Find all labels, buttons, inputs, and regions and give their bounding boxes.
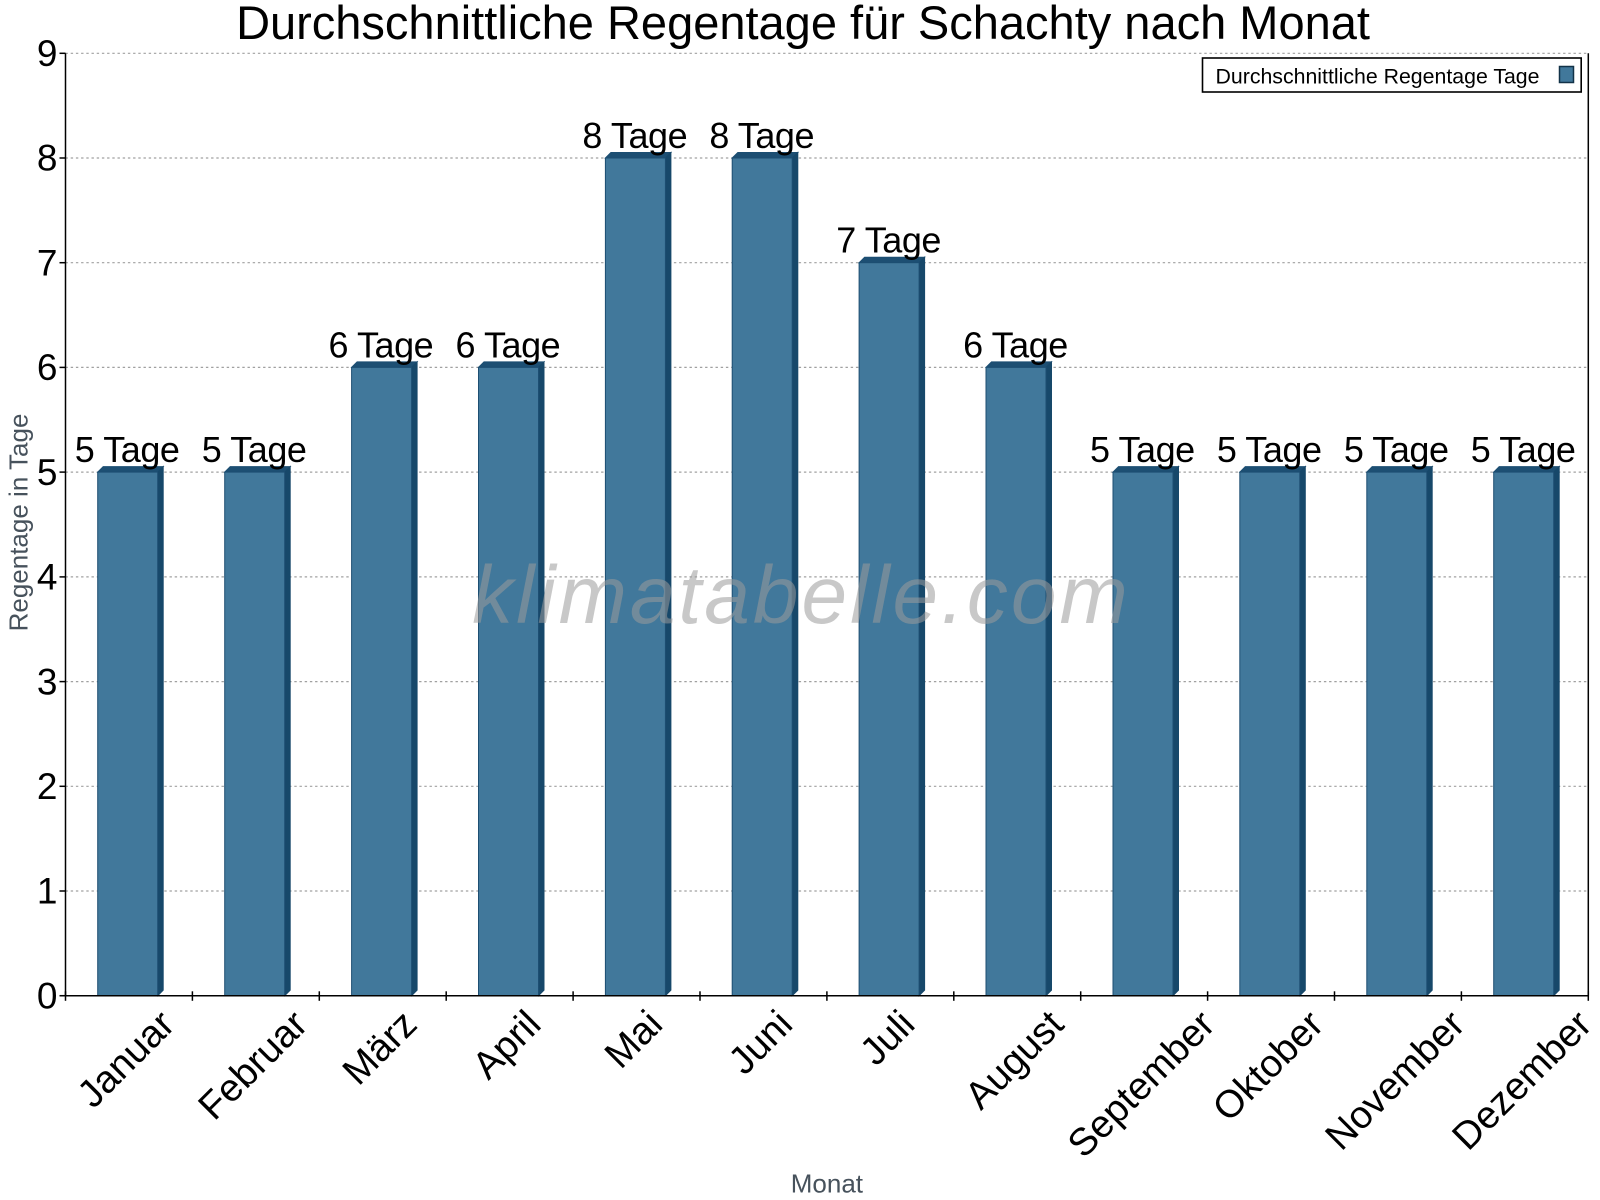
svg-text:Durchschnittliche Regentage fü: Durchschnittliche Regentage für Schachty… (236, 0, 1370, 49)
svg-text:8 Tage: 8 Tage (582, 115, 687, 156)
svg-text:9: 9 (37, 33, 58, 74)
svg-text:5 Tage: 5 Tage (1090, 429, 1195, 470)
svg-text:6 Tage: 6 Tage (329, 324, 434, 365)
svg-text:klimatabelle.com: klimatabelle.com (472, 550, 1131, 641)
svg-text:8 Tage: 8 Tage (709, 115, 814, 156)
svg-text:7: 7 (37, 242, 58, 283)
svg-text:5 Tage: 5 Tage (1217, 429, 1322, 470)
svg-text:6: 6 (37, 347, 58, 388)
svg-text:Regentage in Tage: Regentage in Tage (4, 414, 34, 632)
svg-text:4: 4 (37, 557, 58, 598)
svg-text:0: 0 (37, 975, 58, 1016)
svg-text:1: 1 (37, 871, 58, 912)
svg-text:6 Tage: 6 Tage (456, 324, 561, 365)
svg-text:5 Tage: 5 Tage (1471, 429, 1576, 470)
svg-text:5 Tage: 5 Tage (75, 429, 180, 470)
svg-text:2: 2 (37, 766, 58, 807)
svg-text:6 Tage: 6 Tage (963, 324, 1068, 365)
svg-text:5 Tage: 5 Tage (202, 429, 307, 470)
svg-text:8: 8 (37, 138, 58, 179)
svg-text:3: 3 (37, 661, 58, 702)
svg-text:Durchschnittliche Regentage Ta: Durchschnittliche Regentage Tage (1216, 64, 1540, 88)
svg-text:5: 5 (37, 452, 58, 493)
svg-text:7 Tage: 7 Tage (836, 220, 941, 261)
svg-text:Monat: Monat (791, 1169, 864, 1199)
svg-text:5 Tage: 5 Tage (1344, 429, 1449, 470)
